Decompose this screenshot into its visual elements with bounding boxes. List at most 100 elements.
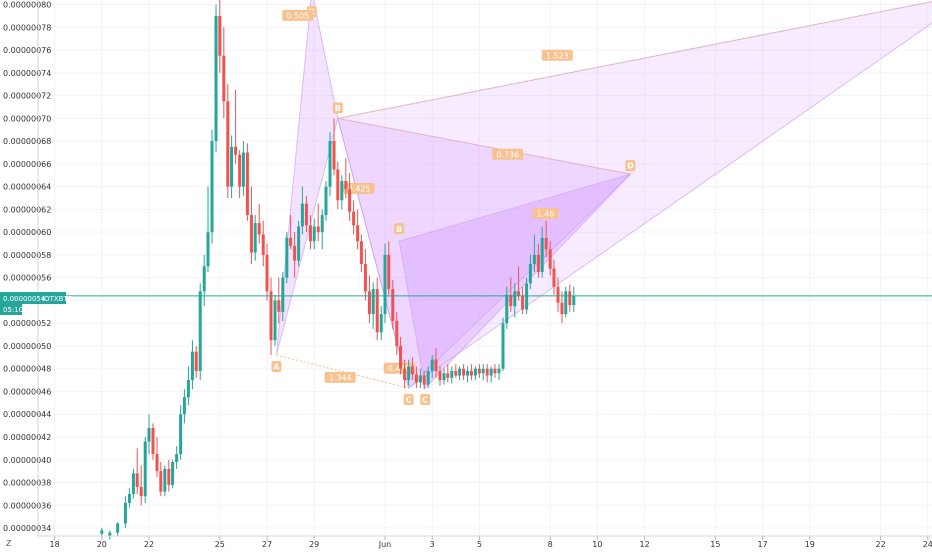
candle-body [308, 225, 312, 242]
x-tick-label: 3 [430, 540, 435, 549]
ratio-badge[interactable] [532, 207, 559, 219]
price-tag-background [0, 292, 66, 304]
ratio-label[interactable]: 1.46 [537, 209, 555, 218]
ratio-badge[interactable] [343, 182, 375, 194]
pattern-point-label[interactable]: B [396, 225, 402, 234]
y-axis[interactable]: 0.00000080 0.00000078 0.00000076 0.00000074… [3, 0, 51, 536]
ratio-badge[interactable] [492, 148, 524, 160]
candle-body [336, 169, 340, 201]
candle-body [438, 370, 442, 381]
candle-body [407, 366, 411, 381]
z-label[interactable]: Z [6, 539, 12, 548]
candle-body [245, 152, 249, 216]
pattern-point-badge[interactable] [394, 223, 405, 235]
candle-body [261, 234, 265, 255]
candle-body [391, 289, 395, 321]
ratio-label[interactable]: 0.418 [388, 364, 411, 373]
candle-body [509, 294, 513, 307]
candle-body [297, 226, 301, 261]
candle-body [108, 532, 112, 536]
candle-body [182, 397, 186, 415]
candle-body [135, 473, 139, 488]
ratio-line-bd [337, 117, 631, 175]
candle-body [395, 320, 399, 346]
candle-body [469, 370, 473, 376]
symbol-tag-text: IOTXBTC [42, 295, 72, 303]
x-tick-label: 29 [309, 540, 319, 549]
candle-body [371, 289, 375, 315]
candle-body [155, 454, 159, 472]
candle-body [564, 291, 568, 315]
y-tick-label: 0.00000038 [3, 479, 51, 488]
candle-body [403, 368, 407, 381]
y-tick-label: 0.00000040 [3, 456, 51, 465]
y-tick-label: 0.00000078 [3, 23, 51, 32]
pattern-point-badge[interactable] [625, 160, 636, 172]
candle-body [352, 211, 356, 226]
y-tick-label: 0.00000072 [3, 92, 51, 101]
candle-body [253, 223, 257, 253]
x-tick-label: 12 [640, 540, 650, 549]
candle-body [481, 368, 485, 374]
candle-body [127, 493, 131, 503]
candle-body [454, 370, 458, 376]
candle-body [540, 237, 544, 272]
pattern-point-label[interactable]: C [422, 396, 428, 405]
candle-body [116, 523, 120, 533]
candle-body [273, 300, 277, 341]
x-axis[interactable]: 18 20 22 25 27 29 Jun 3 5 8 10 12 15 17 19 22 24 [38, 535, 932, 549]
candle-body [410, 366, 414, 375]
ratio-label[interactable]: 0.425 [348, 184, 371, 193]
pattern-point-badge[interactable] [332, 102, 343, 114]
candle-body [466, 370, 470, 376]
candle-body [241, 152, 245, 187]
candle-body [269, 291, 273, 341]
y-tick-label: 0.00000080 [3, 1, 51, 10]
candle-body [363, 264, 367, 292]
pattern-point-label[interactable]: B [335, 104, 341, 113]
candle-body [430, 359, 434, 371]
candle-body [186, 380, 190, 398]
y-tick-label: 0.00000052 [3, 319, 51, 328]
candle-body [143, 441, 147, 497]
candle-body [344, 180, 348, 189]
candle-body [485, 368, 489, 376]
ratio-badge[interactable] [282, 9, 314, 21]
candle-body [171, 462, 175, 485]
ratio-label[interactable]: 0.736 [496, 150, 519, 159]
pattern-triangle-inner[interactable] [398, 173, 633, 390]
y-tick-label: 0.00000064 [3, 183, 51, 192]
candle-body [528, 264, 532, 284]
candle-body [532, 254, 536, 265]
pattern-point-badge[interactable] [403, 394, 414, 406]
candle-body [281, 277, 285, 312]
candle-body [458, 368, 462, 376]
ratio-badge[interactable] [324, 371, 356, 383]
pattern-point-label[interactable]: A [273, 363, 280, 372]
candle-body [418, 375, 422, 383]
x-tick-label: 27 [262, 540, 272, 549]
candle-body [505, 294, 509, 324]
pattern-triangle-xab[interactable] [275, 0, 339, 356]
candle-body [198, 291, 202, 371]
ratio-label[interactable]: 0.505 [286, 11, 309, 20]
pattern-point-label[interactable]: D [627, 162, 634, 171]
candle-body [446, 373, 450, 378]
pattern-point-badge[interactable] [420, 394, 431, 406]
candle-body [194, 351, 198, 371]
ratio-label[interactable]: 1.523 [546, 51, 569, 60]
candle-body [293, 245, 297, 261]
candle-body [257, 223, 261, 235]
pattern-point-label[interactable]: C [406, 396, 412, 405]
harmonic-pattern[interactable]: XABCDBC0.5051.5230.7360.4251.461.3440.41… [271, 0, 932, 406]
ratio-badge[interactable] [541, 49, 573, 61]
pattern-point-badge[interactable] [271, 361, 282, 373]
ratio-label[interactable]: 1.344 [329, 373, 352, 382]
candle-body [175, 454, 179, 463]
candle-body [147, 427, 151, 442]
candle-body [544, 237, 548, 250]
candle-body [556, 286, 560, 303]
overlays: 0.00000054 IOTXBTC 05:10 Z [0, 292, 72, 548]
